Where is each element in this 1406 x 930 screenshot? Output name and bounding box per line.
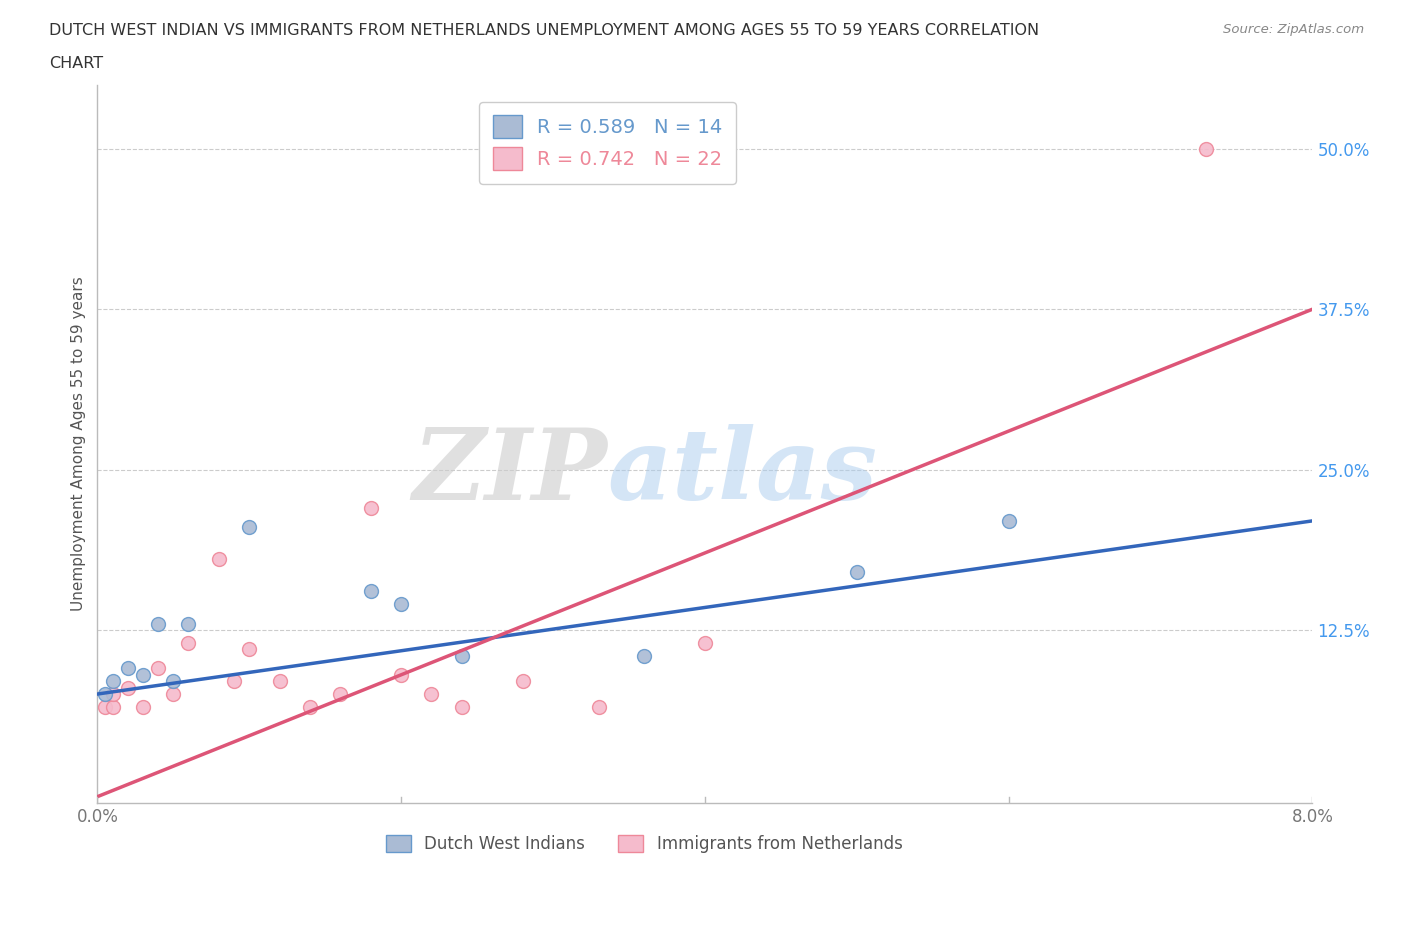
Point	[146, 661, 169, 676]
Point	[238, 642, 260, 657]
Point	[101, 673, 124, 688]
Point	[177, 635, 200, 650]
Point	[94, 699, 117, 714]
Point	[360, 500, 382, 515]
Legend: Dutch West Indians, Immigrants from Netherlands: Dutch West Indians, Immigrants from Neth…	[380, 828, 910, 859]
Point	[132, 699, 155, 714]
Text: Source: ZipAtlas.com: Source: ZipAtlas.com	[1223, 23, 1364, 36]
Point	[420, 686, 443, 701]
Point	[633, 648, 655, 663]
Text: DUTCH WEST INDIAN VS IMMIGRANTS FROM NETHERLANDS UNEMPLOYMENT AMONG AGES 55 TO 5: DUTCH WEST INDIAN VS IMMIGRANTS FROM NET…	[49, 23, 1039, 38]
Point	[1195, 141, 1218, 156]
Point	[101, 699, 124, 714]
Point	[162, 686, 184, 701]
Text: CHART: CHART	[49, 56, 103, 71]
Point	[451, 699, 474, 714]
Point	[94, 686, 117, 701]
Point	[588, 699, 610, 714]
Y-axis label: Unemployment Among Ages 55 to 59 years: Unemployment Among Ages 55 to 59 years	[72, 276, 86, 611]
Point	[238, 520, 260, 535]
Point	[329, 686, 352, 701]
Text: ZIP: ZIP	[413, 424, 607, 521]
Point	[101, 686, 124, 701]
Text: atlas: atlas	[607, 424, 877, 521]
Point	[298, 699, 321, 714]
Point	[162, 673, 184, 688]
Point	[222, 673, 245, 688]
Point	[512, 673, 534, 688]
Point	[269, 673, 291, 688]
Point	[451, 648, 474, 663]
Point	[693, 635, 716, 650]
Point	[389, 668, 412, 683]
Point	[997, 513, 1019, 528]
Point	[177, 616, 200, 631]
Point	[146, 616, 169, 631]
Point	[208, 551, 231, 566]
Point	[360, 584, 382, 599]
Point	[117, 661, 139, 676]
Point	[117, 680, 139, 695]
Point	[389, 597, 412, 612]
Point	[132, 668, 155, 683]
Point	[845, 565, 868, 579]
